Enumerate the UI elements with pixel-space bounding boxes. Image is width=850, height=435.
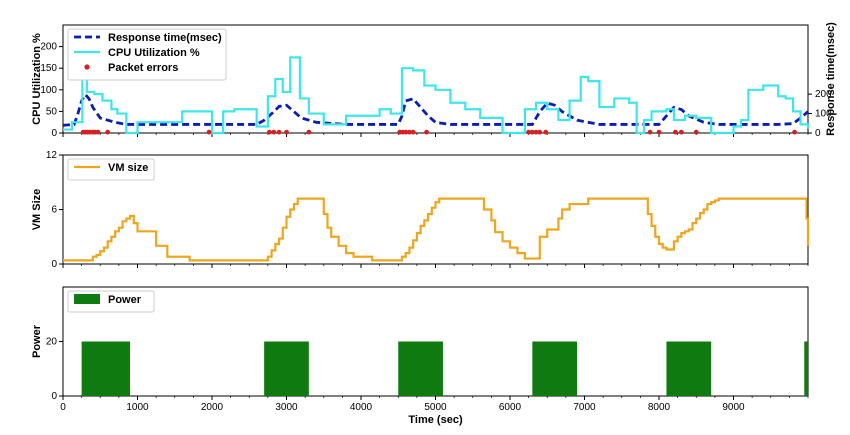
y2-tick-label: 100 <box>815 109 832 120</box>
panel-bottom: 0 1000 2000 3000 4000 5000 6000 7000 8000 9000 Tim… <box>31 286 809 426</box>
legend-swatch-power <box>74 294 100 304</box>
legend-box <box>67 28 227 81</box>
packet-error-point <box>672 129 678 135</box>
packet-error-point <box>410 129 416 135</box>
y-axis-label: CPU Utilization % <box>31 33 43 125</box>
y-tick-label: 0 <box>51 259 57 270</box>
packet-error-point <box>266 129 272 135</box>
y-tick-label: 20 <box>46 337 58 348</box>
power-bar <box>81 341 131 396</box>
y2-tick-label: 0 <box>815 128 821 139</box>
panel-middle: 0 6 12 VM Size VM size <box>31 150 810 270</box>
packet-error-point <box>407 129 412 135</box>
y-tick-label: 100 <box>40 85 57 96</box>
legend-label: Response time(msec) <box>108 32 222 44</box>
x-tick-label: 0 <box>60 402 66 413</box>
legend-label: Packet errors <box>108 62 178 74</box>
power-bar <box>398 341 443 396</box>
x-tick-label: 4000 <box>350 402 373 413</box>
x-tick-label: 1000 <box>126 402 149 413</box>
packet-error-point <box>306 129 312 135</box>
x-tick-label: 2000 <box>201 402 224 413</box>
x-axis-label: Time (sec) <box>408 414 463 426</box>
packet-error-point <box>543 129 549 135</box>
packet-error-point <box>656 129 662 135</box>
packet-error-point <box>533 129 539 135</box>
x-tick-label: 6000 <box>499 402 522 413</box>
packet-error-point <box>647 129 653 135</box>
power-bar <box>264 341 309 396</box>
legend-label: Power <box>108 294 142 306</box>
packet-error-point <box>693 129 699 135</box>
series-line-vm-size <box>63 197 810 262</box>
y2-tick-label: 200 <box>815 89 832 100</box>
packet-error-point <box>792 129 797 135</box>
packet-error-point <box>526 129 532 135</box>
x-tick-label: 9000 <box>722 402 745 413</box>
packet-error-point <box>529 129 535 135</box>
y-tick-label: 0 <box>51 391 57 402</box>
power-bar <box>804 341 808 396</box>
x-tick-label: 7000 <box>573 402 596 413</box>
legend-label: CPU Utilization % <box>108 47 200 59</box>
packet-error-point <box>403 129 409 135</box>
power-bar <box>666 341 712 396</box>
packet-error-point <box>284 129 289 135</box>
power-bar <box>532 341 578 396</box>
y-axis-label: Power <box>31 324 43 358</box>
packet-error-point <box>105 129 111 135</box>
packet-error-point <box>276 129 282 135</box>
legend-box <box>67 158 155 181</box>
y-tick-label: 50 <box>46 106 58 117</box>
x-tick-label: 3000 <box>275 402 298 413</box>
series-line-cpu <box>63 56 810 135</box>
x-tick-label: 8000 <box>648 402 671 413</box>
series-line-response-time <box>62 92 809 127</box>
packet-error-point <box>271 129 277 135</box>
plot-frame-middle <box>62 154 809 265</box>
y-tick-label: 200 <box>40 42 57 53</box>
packet-error-point <box>537 129 543 135</box>
packet-error-point <box>206 129 212 135</box>
y-tick-label: 6 <box>51 205 57 216</box>
legend-swatch-errors <box>84 64 90 70</box>
y-axis-label: VM Size <box>31 189 43 231</box>
legend-label: VM size <box>108 162 148 174</box>
x-tick-label: 5000 <box>424 402 447 413</box>
packet-error-point <box>678 129 684 135</box>
y-tick-label: 12 <box>46 150 58 161</box>
y-tick-label: 0 <box>51 128 57 139</box>
y-tick-label: 150 <box>40 63 57 74</box>
y2-axis-label: Response time(msec) <box>825 22 837 136</box>
packet-error-point <box>424 129 429 135</box>
packet-error-point <box>95 129 101 135</box>
